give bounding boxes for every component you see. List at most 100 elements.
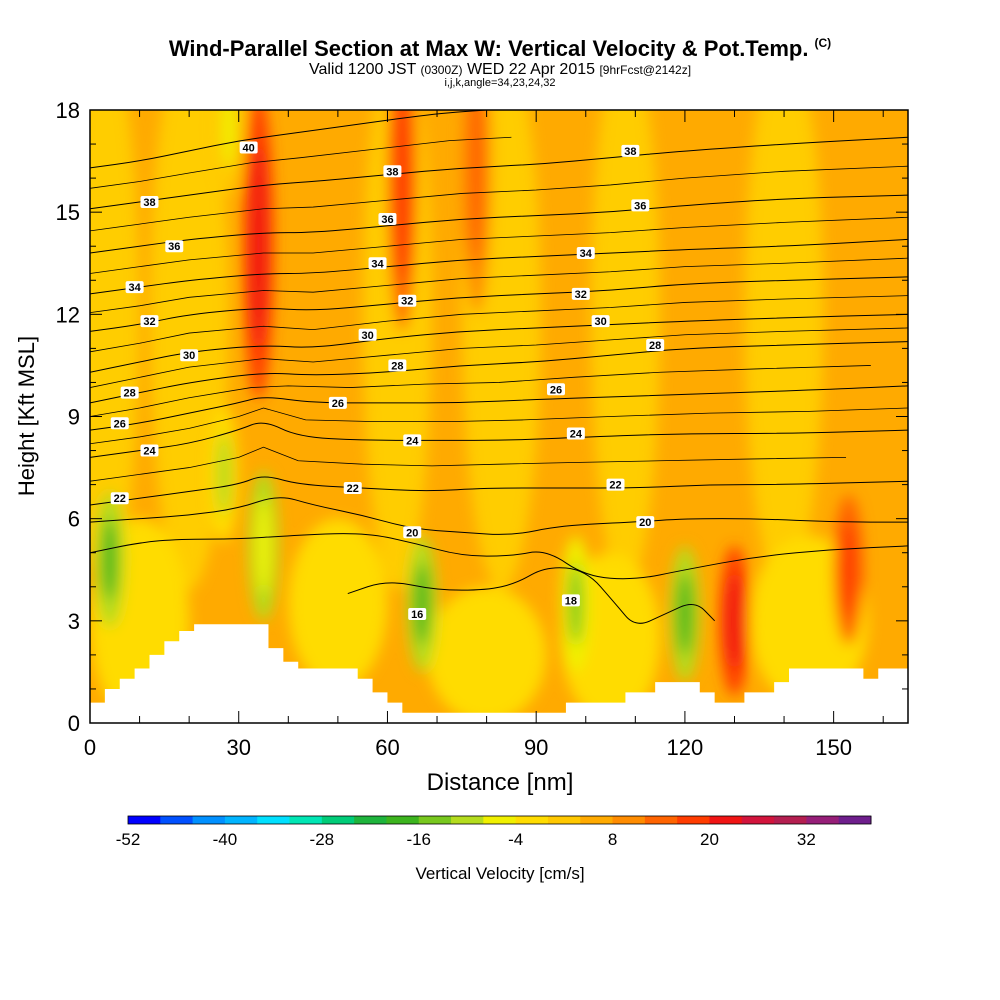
theta-contour-16 [347, 567, 716, 624]
updraft-core [255, 498, 272, 594]
contour-label-box [368, 257, 387, 270]
theta-contour-18 [90, 533, 908, 580]
theta-contour-minor [90, 365, 871, 417]
contour-label-box [576, 247, 595, 260]
field-band [590, 110, 661, 591]
colorbar-tick-label: 8 [608, 830, 617, 849]
updraft-core [840, 522, 857, 618]
contour-label: 26 [114, 418, 126, 430]
contour-label-box [140, 444, 159, 457]
colorbar-swatch [224, 816, 258, 824]
theta-contour-36 [90, 194, 908, 254]
contour-label: 16 [411, 609, 423, 621]
chart-title: Wind-Parallel Section at Max W: Vertical… [0, 36, 1000, 62]
y-axis-label: Height [Kft MSL] [14, 336, 39, 496]
x-tick-label: 120 [667, 735, 704, 760]
colorbar-swatch [418, 816, 452, 824]
contour-label-box [180, 349, 199, 362]
colorbar-swatch [257, 816, 291, 824]
contour-label: 34 [580, 248, 593, 260]
colorbar-swatch [547, 816, 581, 824]
updraft-core [726, 573, 743, 669]
contour-label-box [566, 427, 585, 440]
contour-label: 20 [406, 527, 418, 539]
contour-label: 38 [386, 166, 398, 178]
colorbar-frame [127, 815, 872, 825]
x-axis-label: Distance [nm] [427, 769, 574, 796]
valid-date: WED 22 Apr 2015 [466, 61, 596, 78]
downdraft-core [102, 518, 117, 601]
y-tick-label: 15 [56, 200, 80, 225]
theta-contour-40 [90, 110, 487, 169]
contour-label-box [140, 315, 159, 328]
contour-label-box [239, 141, 258, 154]
chart-subtitle: Valid 1200 JST (0300Z) WED 22 Apr 2015 [… [0, 61, 1000, 79]
colorbar-tick-label: 32 [797, 830, 816, 849]
colorbar-swatch [289, 816, 323, 824]
indices-line: i,j,k,angle=34,23,24,32 [444, 77, 556, 89]
theta-contour-20 [90, 497, 908, 535]
theta-contour-28 [90, 341, 908, 404]
colorbar-swatch [709, 816, 743, 824]
colorbar-swatch [451, 816, 484, 824]
terrain-profile [90, 624, 908, 723]
theta-contour-24 [90, 422, 908, 458]
contour-label-box [408, 608, 427, 621]
colorbar-swatch [677, 816, 710, 824]
contour-label-box [646, 338, 665, 351]
theta-contour-34 [90, 238, 908, 295]
contour-label-box [561, 594, 580, 607]
contour-label: 36 [168, 241, 180, 253]
contour-label-box [388, 359, 407, 372]
contour-label: 40 [243, 142, 255, 154]
valid-utc: (0300Z) [420, 63, 463, 77]
valid-prefix: Valid 1200 JST [308, 61, 416, 78]
contour-label-box [606, 478, 625, 491]
chart-title-text: Wind-Parallel Section at Max W: Vertical… [168, 36, 809, 61]
copyright-mark: (C) [814, 36, 832, 50]
contour-label-box [383, 165, 402, 178]
x-tick-label: 0 [84, 735, 96, 760]
contour-label-box [378, 212, 397, 225]
contour-label-box [571, 287, 590, 300]
y-tick-label: 6 [68, 507, 80, 532]
colorbar-swatch [386, 816, 420, 824]
contour-label-box [140, 195, 159, 208]
field-low-cell [288, 518, 388, 689]
contour-label: 38 [143, 197, 155, 209]
colorbar-swatch [580, 816, 614, 824]
contour-label: 32 [143, 316, 155, 328]
colorbar-swatch [774, 816, 807, 824]
colorbar: -52 -40 -28 -16 -4 8 20 32 [116, 815, 872, 849]
field-band [744, 110, 824, 591]
contour-label-box [631, 199, 650, 212]
contour-label: 22 [609, 480, 621, 492]
colorbar-swatch [741, 816, 775, 824]
x-tick-label: 150 [815, 735, 852, 760]
theta-contour-38 [90, 136, 908, 210]
updraft-core [250, 144, 267, 349]
contour-label: 32 [575, 289, 587, 301]
colorbar-tick-label: -40 [213, 830, 238, 849]
contour-label: 34 [371, 258, 384, 270]
updraft-core [394, 110, 411, 281]
contour-label-box [120, 386, 139, 399]
colorbar-tick-label: -16 [406, 830, 431, 849]
contour-label: 30 [183, 350, 195, 362]
contour-label: 36 [381, 214, 393, 226]
contour-label-box [110, 417, 129, 430]
y-tick-label: 9 [68, 405, 80, 430]
colorbar-swatch [838, 816, 872, 824]
x-tick-label: 60 [375, 735, 399, 760]
contour-label-box [636, 516, 655, 529]
contour-label-box [403, 526, 422, 539]
contour-label: 20 [639, 517, 651, 529]
contour-label: 28 [391, 360, 403, 372]
y-tick-label: 3 [68, 609, 80, 634]
contour-label-box [358, 328, 377, 341]
theta-contour-22 [90, 476, 908, 506]
updraft-core [468, 110, 485, 264]
contour-label: 28 [124, 388, 136, 400]
theta-contour-minor [90, 165, 908, 232]
